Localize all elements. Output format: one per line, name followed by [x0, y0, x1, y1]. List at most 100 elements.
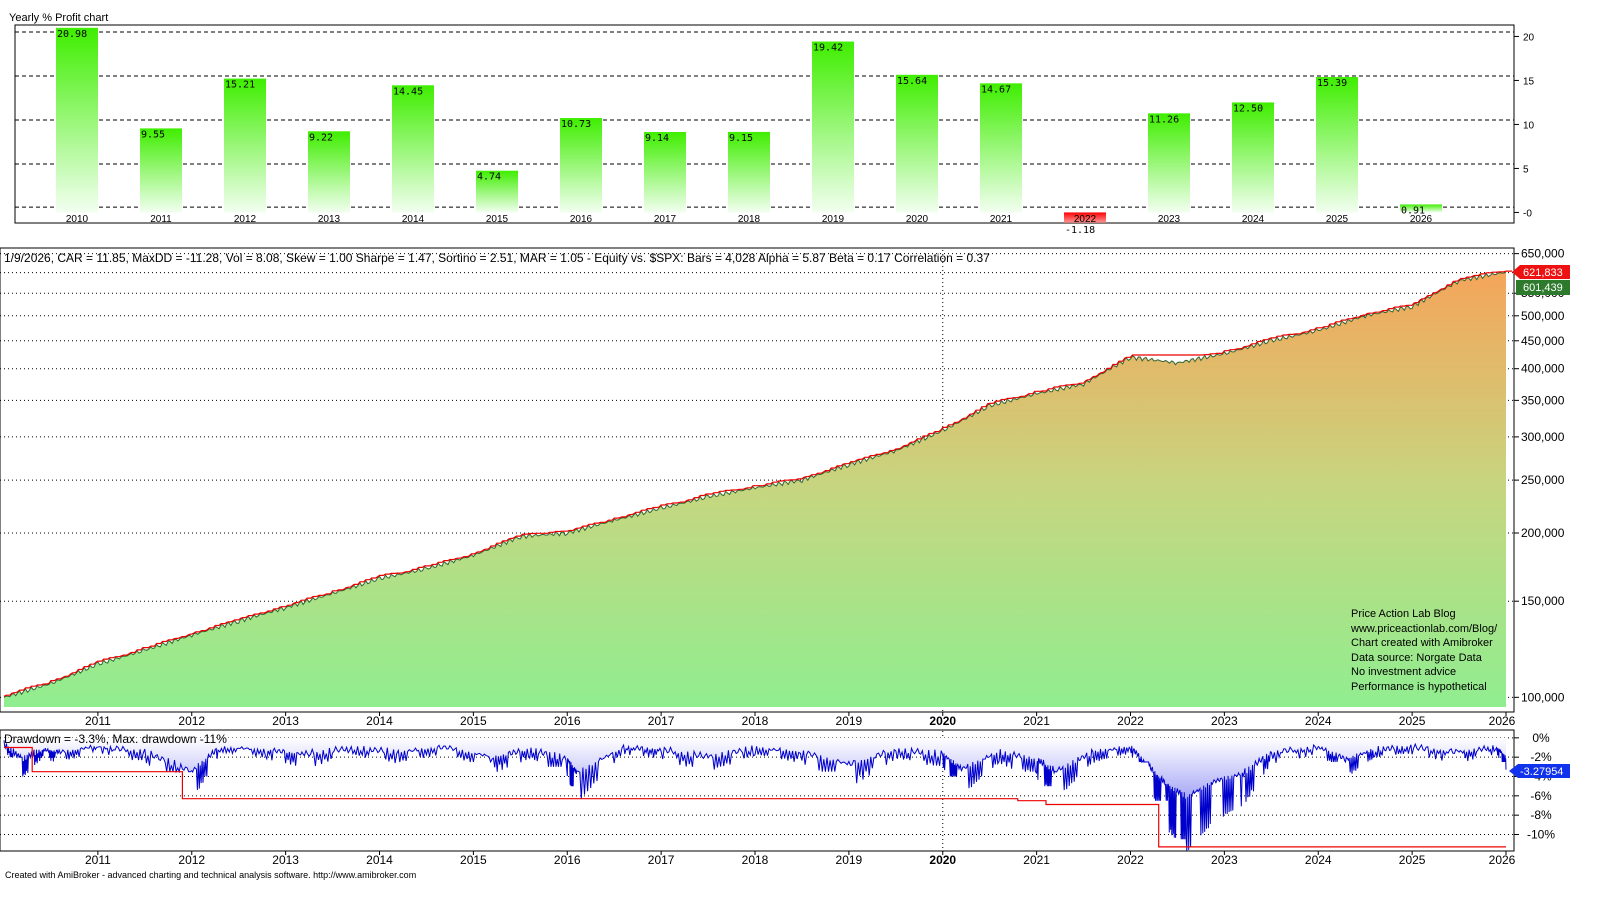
bar-label: 14.45 — [393, 86, 423, 97]
bar — [308, 131, 350, 213]
drawdown-area — [3, 737, 1507, 851]
drawdown-header: Drawdown = -3.3%, Max. drawdown -11% — [4, 732, 227, 746]
bar-label: 10.73 — [561, 119, 591, 130]
x-tick-label: 2022 — [1117, 714, 1144, 728]
bar-label: 9.15 — [729, 133, 753, 144]
panel3-x-axis: 2011 2012 2013 2014 2015 2016 2017 2018 2019 2020… — [85, 851, 1516, 867]
x-tick-label: 2018 — [738, 214, 761, 225]
y-tick-label: 100,000 — [1521, 690, 1565, 704]
panel1-bars — [56, 27, 1442, 223]
y-tick-label: 350,000 — [1521, 393, 1565, 407]
equity-line — [3, 271, 1507, 698]
annotation-line: Chart created with Amibroker — [1351, 637, 1493, 649]
x-tick-label: 2013 — [272, 853, 299, 867]
bar — [476, 170, 518, 213]
bar — [980, 83, 1022, 213]
x-tick-label: 2016 — [570, 214, 593, 225]
x-tick-label: 2013 — [272, 714, 299, 728]
bar-label: 9.55 — [141, 129, 165, 140]
x-tick-label: 2024 — [1305, 714, 1332, 728]
panel1-title: Yearly % Profit chart — [9, 12, 108, 24]
x-tick-label: 2023 — [1211, 853, 1238, 867]
annotation-line: Price Action Lab Blog — [1351, 608, 1456, 620]
bar — [1400, 204, 1442, 213]
x-tick-label: 2014 — [366, 853, 393, 867]
x-tick-label: 2015 — [486, 214, 509, 225]
x-tick-label: 2014 — [366, 714, 393, 728]
bar — [560, 118, 602, 213]
x-tick-label: 2018 — [742, 714, 769, 728]
bar — [1064, 212, 1106, 223]
x-tick-label: 2019 — [836, 853, 863, 867]
current-drawdown-value: -3.27954 — [1520, 766, 1563, 778]
y-tick-label: 0% — [1532, 731, 1550, 745]
bar-label: 15.39 — [1317, 78, 1347, 89]
y-tick-label: 300,000 — [1521, 430, 1565, 444]
info-annotation: Price Action Lab Blog www.priceactionlab… — [1350, 608, 1498, 693]
panel1-bar-labels: 20.98 9.55 15.21 9.22 14.45 4.74 10.73 9.14 9.15… — [57, 29, 1425, 236]
x-tick-label: 2026 — [1489, 853, 1516, 867]
y-tick-label: -10% — [1527, 828, 1555, 842]
x-tick-label: 2012 — [178, 853, 205, 867]
y-tick-label: 200,000 — [1521, 526, 1565, 540]
x-tick-label: 2010 — [66, 214, 89, 225]
x-tick-label: 2017 — [654, 214, 677, 225]
x-tick-label: 2021 — [1023, 853, 1050, 867]
y-tick-label: 500,000 — [1521, 309, 1565, 323]
bar — [224, 78, 266, 213]
drawdown-line — [3, 740, 1507, 851]
annotation-line: Performance is hypothetical — [1351, 681, 1487, 693]
peak-equity-label: 621,833 — [1512, 265, 1570, 279]
x-tick-label: 2023 — [1158, 214, 1181, 225]
x-tick-label: 2011 — [150, 214, 172, 225]
x-tick-label: 2015 — [460, 714, 487, 728]
x-tick-label: 2016 — [554, 853, 581, 867]
y-tick-label: 450,000 — [1521, 334, 1565, 348]
x-tick-label: 2024 — [1242, 214, 1265, 225]
y-tick-label: -0 — [1523, 208, 1532, 219]
bar-label: 14.67 — [981, 84, 1011, 95]
x-tick-label: 2025 — [1326, 214, 1349, 225]
x-tick-label: 2011 — [85, 714, 111, 728]
x-tick-label: 2012 — [234, 214, 257, 225]
bar-label: 20.98 — [57, 29, 87, 40]
x-tick-label: 2023 — [1211, 714, 1238, 728]
bar — [140, 128, 182, 213]
y-tick-label: 650,000 — [1521, 247, 1565, 261]
x-tick-label: 2016 — [554, 714, 581, 728]
x-tick-label: 2021 — [1023, 714, 1050, 728]
drawdown-fill — [4, 737, 1506, 851]
x-tick-label: 2011 — [85, 853, 111, 867]
bar-label: 19.42 — [813, 43, 843, 54]
yearly-profit-panel: Yearly % Profit chart 20.98 9.55 15.21 9.22… — [9, 12, 1535, 236]
bar-label: 12.50 — [1233, 103, 1263, 114]
annotation-line: www.priceactionlab.com/Blog/ — [1350, 623, 1498, 635]
bar — [56, 27, 98, 213]
x-tick-label: 2026 — [1489, 714, 1516, 728]
y-tick-label: 150,000 — [1521, 594, 1565, 608]
x-tick-label: 2020 — [929, 714, 956, 728]
equity-header: 1/9/2026, CAR = 11.85, MaxDD = -11.28, V… — [4, 251, 990, 265]
annotation-line: Data source: Norgate Data — [1351, 652, 1483, 664]
annotation-line: No investment advice — [1351, 666, 1456, 678]
y-tick-label: -2% — [1530, 750, 1552, 764]
bar-label: 9.22 — [309, 132, 333, 143]
bar — [812, 41, 854, 213]
footer-text: Created with AmiBroker - advanced charti… — [5, 870, 416, 880]
x-tick-label: 2026 — [1410, 214, 1433, 225]
x-tick-label: 2024 — [1305, 853, 1332, 867]
x-tick-label: 2020 — [906, 214, 929, 225]
y-tick-label: 10 — [1523, 120, 1535, 131]
x-tick-label: 2019 — [836, 714, 863, 728]
bar — [392, 85, 434, 213]
x-tick-label: 2013 — [318, 214, 341, 225]
x-tick-label: 2025 — [1399, 714, 1426, 728]
panel3-y-axis: 0%-2%-4%-6%-8%-10% — [1514, 731, 1555, 842]
y-tick-label: 15 — [1523, 76, 1535, 87]
x-tick-label: 2015 — [460, 853, 487, 867]
bar-label: 15.64 — [897, 76, 927, 87]
bar-label: 11.26 — [1149, 114, 1179, 125]
x-tick-label: 2025 — [1399, 853, 1426, 867]
y-tick-label: 5 — [1523, 164, 1529, 175]
bar-label: -1.18 — [1065, 225, 1095, 236]
